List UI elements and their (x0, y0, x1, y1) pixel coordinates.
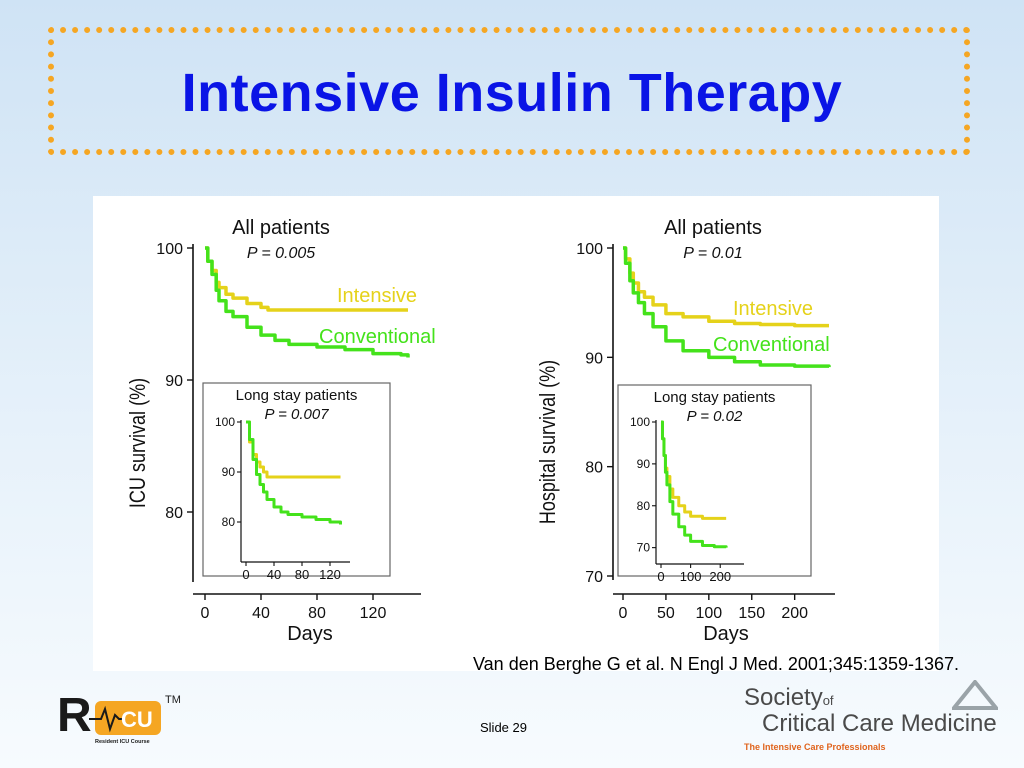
inset-p-value: P = 0.02 (687, 408, 743, 425)
inset-y-tick-label: 90 (222, 465, 236, 479)
y-axis-label: ICU survival (%) (126, 378, 150, 508)
citation: Van den Berghe G et al. N Engl J Med. 20… (473, 654, 959, 674)
sccm-logo: Societyof Critical Care Medicine The Int… (740, 680, 1002, 754)
y-tick-label: 90 (165, 373, 183, 390)
inset-frame (202, 382, 391, 577)
sccm-triangle-icon (952, 680, 998, 710)
y-tick-label: 100 (156, 241, 183, 258)
inset-x-tick-label: 0 (242, 567, 249, 582)
sccm-of: of (822, 693, 834, 708)
x-tick-label: 200 (781, 605, 808, 622)
inset-series-line-conventional (246, 420, 342, 525)
series-line-conventional (623, 246, 831, 368)
y-axis-label: Hospital survival (%) (536, 360, 560, 524)
x-tick-label: 40 (252, 605, 270, 622)
inset-y-tick-label: 80 (637, 499, 651, 513)
slide-title: Intensive Insulin Therapy (181, 63, 843, 123)
inset-title: Long stay patients (236, 387, 358, 404)
x-axis-label: Days (287, 623, 333, 645)
ricu-logo-graphic: R CU TM Resident ICU Course (57, 689, 181, 745)
sccm-society: Society (744, 684, 823, 711)
inset-title: Long stay patients (654, 389, 776, 406)
svg-text:R: R (57, 689, 92, 742)
survival-charts: All patients P = 0.005 ICU survival (%) 80 9… (126, 217, 835, 645)
ricu-trademark: TM (165, 694, 181, 706)
x-tick-label: 0 (619, 605, 628, 622)
figure-panel: All patients P = 0.005 ICU survival (%) 80 9… (93, 196, 939, 671)
sccm-society-line: Societyof (744, 684, 834, 712)
y-tick-label: 100 (576, 241, 603, 258)
title-frame (48, 27, 970, 155)
x-tick-label: 50 (657, 605, 675, 622)
inset-y-tick-label: 70 (637, 541, 651, 555)
sccm-tagline: The Intensive Care Professionals (744, 742, 886, 752)
series-line-conventional (205, 246, 410, 358)
x-tick-label: 0 (201, 605, 210, 622)
chart-title: All patients (232, 217, 330, 239)
y-tick-label: 80 (585, 460, 603, 477)
series-label-intensive: Intensive (337, 285, 417, 307)
inset-x-tick-label: 200 (709, 569, 731, 584)
inset-y-tick-label: 80 (222, 515, 236, 529)
inset-series-line-intensive (246, 420, 341, 479)
ricu-logo: R CU TM Resident ICU Course (55, 685, 185, 749)
x-axis-label: Days (703, 623, 749, 645)
inset-x-tick-label: 40 (267, 567, 281, 582)
chart-p-value: P = 0.005 (247, 245, 315, 262)
series-label-conventional: Conventional (713, 334, 830, 356)
series-label-conventional: Conventional (319, 326, 436, 348)
inset-x-tick-label: 80 (295, 567, 309, 582)
series-label-intensive: Intensive (733, 298, 813, 320)
inset-y-tick-label: 90 (637, 457, 651, 471)
y-tick-label: 80 (165, 505, 183, 522)
y-tick-label: 90 (585, 350, 603, 367)
x-tick-label: 150 (738, 605, 765, 622)
slide-number: Slide 29 (480, 720, 527, 735)
inset-x-tick-label: 100 (680, 569, 702, 584)
svg-text:CU: CU (121, 707, 153, 732)
chart-title: All patients (664, 217, 762, 239)
chart-p-value: P = 0.01 (683, 245, 742, 262)
x-tick-label: 120 (360, 605, 387, 622)
ricu-subtitle: Resident ICU Course (95, 739, 150, 745)
x-tick-label: 100 (695, 605, 722, 622)
inset-x-tick-label: 0 (657, 569, 664, 584)
sccm-name: Critical Care Medicine (762, 710, 997, 737)
inset-y-tick-label: 100 (215, 415, 235, 429)
inset-series-line-conventional (660, 420, 728, 549)
y-tick-label: 70 (585, 569, 603, 586)
inset-x-tick-label: 120 (319, 567, 341, 582)
inset-p-value: P = 0.007 (264, 406, 329, 423)
x-tick-label: 80 (308, 605, 326, 622)
inset-y-tick-label: 100 (630, 415, 650, 429)
